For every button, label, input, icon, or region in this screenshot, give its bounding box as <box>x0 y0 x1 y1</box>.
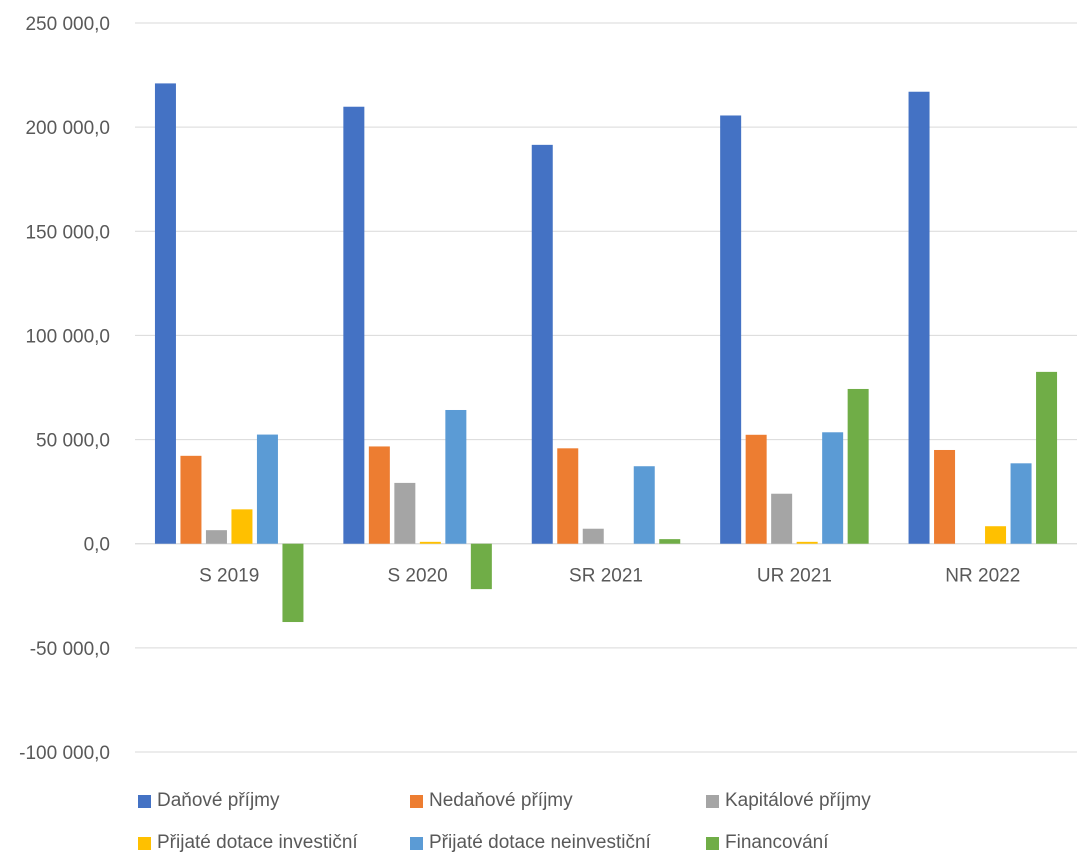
bar <box>343 106 365 544</box>
x-category-label: NR 2022 <box>945 566 1020 587</box>
legend-swatch <box>706 794 719 808</box>
legend-label: Financování <box>725 832 829 853</box>
legend-item: Kapitálové příjmy <box>706 790 871 812</box>
bars <box>154 83 1058 623</box>
legend-swatch <box>410 794 423 808</box>
y-axis-tick-labels: 250 000,0 200 000,0 150 000,0 100 000,0 50 0… <box>19 14 110 764</box>
legend-swatch <box>138 794 151 808</box>
y-tick-label: 200 000,0 <box>25 118 110 139</box>
bar <box>180 455 202 544</box>
bar <box>445 409 467 544</box>
bar <box>470 543 492 590</box>
bar <box>720 115 742 544</box>
bar <box>205 530 227 544</box>
bar <box>282 543 304 623</box>
y-tick-label: -50 000,0 <box>30 639 110 660</box>
bar <box>822 432 844 544</box>
bar <box>557 448 579 544</box>
bar <box>531 144 553 544</box>
legend-swatch <box>410 836 423 850</box>
legend-item: Přijaté dotace investiční <box>138 832 358 854</box>
y-tick-label: -100 000,0 <box>19 743 110 764</box>
x-axis-category-labels: S 2019 S 2020 SR 2021 UR 2021 NR 2022 <box>199 566 1020 587</box>
x-category-label: UR 2021 <box>757 566 832 587</box>
y-tick-label: 0,0 <box>84 535 110 556</box>
legend-item: Daňové příjmy <box>138 790 280 812</box>
legend-swatch <box>138 836 151 850</box>
y-tick-label: 150 000,0 <box>25 222 110 243</box>
legend-label: Přijaté dotace investiční <box>157 832 358 853</box>
legend-item: Nedaňové příjmy <box>410 790 573 812</box>
y-tick-label: 100 000,0 <box>25 326 110 347</box>
legend-label: Kapitálové příjmy <box>725 790 871 811</box>
y-tick-label: 250 000,0 <box>25 14 110 35</box>
bar <box>394 482 416 544</box>
bar <box>745 434 767 544</box>
bar <box>796 541 818 544</box>
gridlines <box>135 22 1077 753</box>
bar <box>633 466 655 544</box>
bar <box>847 388 869 544</box>
bar <box>419 541 441 544</box>
legend-item: Financování <box>706 832 829 854</box>
bar <box>934 449 956 544</box>
bar <box>231 509 253 544</box>
bar <box>771 493 793 544</box>
bar <box>1010 463 1032 544</box>
x-category-label: S 2020 <box>387 566 447 587</box>
bar <box>154 83 176 544</box>
legend-item: Přijaté dotace neinvestiční <box>410 832 651 854</box>
bar <box>985 526 1007 544</box>
legend-swatch <box>706 836 719 850</box>
bar <box>659 539 681 544</box>
bar <box>1036 371 1058 544</box>
x-category-label: SR 2021 <box>569 566 643 587</box>
legend-label: Přijaté dotace neinvestiční <box>429 832 651 853</box>
y-tick-label: 50 000,0 <box>36 431 110 452</box>
bar <box>908 91 930 544</box>
x-category-label: S 2019 <box>199 566 259 587</box>
legend-label: Daňové příjmy <box>157 790 280 811</box>
bar <box>256 434 278 544</box>
bar <box>582 528 604 544</box>
bar <box>368 446 390 544</box>
legend-label: Nedaňové příjmy <box>429 790 573 811</box>
